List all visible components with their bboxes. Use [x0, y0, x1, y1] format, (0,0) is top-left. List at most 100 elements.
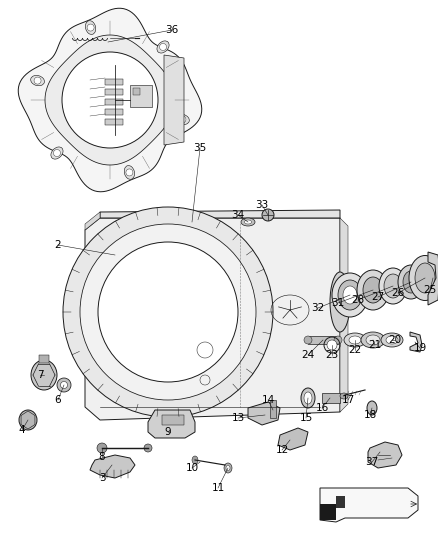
Ellipse shape [31, 76, 44, 86]
Text: 10: 10 [185, 463, 198, 473]
Text: 22: 22 [348, 345, 362, 355]
Bar [322, 393, 340, 403]
Bar [105, 99, 123, 105]
Polygon shape [45, 35, 175, 165]
Polygon shape [320, 504, 336, 520]
Ellipse shape [57, 378, 71, 392]
Polygon shape [320, 488, 418, 522]
Bar [105, 119, 123, 125]
Text: 24: 24 [301, 350, 314, 360]
Bar [308, 336, 338, 344]
Ellipse shape [343, 286, 357, 304]
Bar [162, 415, 184, 425]
Text: 26: 26 [392, 288, 405, 298]
Ellipse shape [124, 166, 134, 179]
Text: 33: 33 [255, 200, 268, 210]
Bar [130, 85, 152, 107]
Bar [105, 109, 123, 115]
Text: 12: 12 [276, 445, 289, 455]
Text: 34: 34 [231, 210, 245, 220]
Ellipse shape [176, 114, 189, 125]
Bar [105, 89, 123, 95]
Ellipse shape [361, 332, 385, 348]
Polygon shape [100, 210, 340, 218]
Ellipse shape [19, 410, 37, 430]
Text: 28: 28 [351, 295, 364, 305]
Ellipse shape [398, 265, 424, 299]
Ellipse shape [415, 263, 435, 293]
Text: 15: 15 [300, 413, 313, 423]
Ellipse shape [334, 336, 342, 344]
Bar [105, 79, 123, 85]
Polygon shape [148, 410, 195, 438]
Polygon shape [428, 252, 438, 305]
Ellipse shape [330, 272, 350, 332]
Text: 25: 25 [424, 285, 437, 295]
Ellipse shape [192, 456, 198, 464]
Text: 27: 27 [371, 292, 385, 302]
Ellipse shape [226, 465, 230, 471]
Ellipse shape [363, 277, 383, 303]
Ellipse shape [304, 392, 312, 404]
Text: 18: 18 [364, 410, 377, 420]
Ellipse shape [60, 382, 67, 389]
Polygon shape [340, 218, 348, 412]
Text: 20: 20 [389, 335, 402, 345]
Ellipse shape [85, 21, 96, 35]
Text: 37: 37 [365, 457, 378, 467]
Polygon shape [164, 55, 184, 145]
Ellipse shape [80, 224, 256, 400]
Text: 8: 8 [99, 452, 105, 462]
Text: 9: 9 [165, 427, 171, 437]
Circle shape [62, 52, 158, 148]
Ellipse shape [304, 336, 312, 344]
Polygon shape [410, 332, 422, 352]
Ellipse shape [262, 209, 274, 221]
Text: 32: 32 [311, 303, 325, 313]
Text: 16: 16 [315, 403, 328, 413]
Ellipse shape [332, 273, 368, 317]
Text: 17: 17 [341, 395, 355, 405]
Circle shape [179, 116, 186, 123]
Text: 36: 36 [166, 25, 179, 35]
Text: 19: 19 [413, 343, 427, 353]
Ellipse shape [340, 393, 348, 399]
Text: 11: 11 [212, 483, 225, 493]
Ellipse shape [349, 336, 361, 344]
Text: 6: 6 [55, 395, 61, 405]
Ellipse shape [63, 207, 273, 417]
Ellipse shape [98, 242, 238, 382]
Polygon shape [336, 496, 345, 508]
Ellipse shape [379, 268, 407, 304]
Text: 4: 4 [19, 425, 25, 435]
Ellipse shape [403, 271, 419, 293]
Bar [39, 355, 49, 363]
Ellipse shape [31, 360, 57, 390]
Ellipse shape [338, 280, 362, 310]
Text: 7: 7 [37, 370, 43, 380]
Polygon shape [278, 428, 308, 450]
Text: 23: 23 [325, 350, 339, 360]
Ellipse shape [409, 255, 438, 301]
Ellipse shape [241, 218, 255, 226]
Circle shape [97, 443, 107, 453]
Ellipse shape [357, 270, 389, 310]
Ellipse shape [384, 274, 402, 298]
Text: 3: 3 [99, 473, 105, 483]
Polygon shape [368, 442, 402, 468]
Circle shape [126, 169, 133, 176]
Circle shape [34, 77, 41, 84]
Polygon shape [85, 212, 100, 230]
Ellipse shape [51, 147, 63, 159]
Bar [270, 400, 276, 418]
Ellipse shape [366, 335, 380, 345]
Circle shape [53, 150, 60, 157]
Text: 35: 35 [193, 143, 207, 153]
Bar [133, 88, 140, 95]
Ellipse shape [301, 388, 315, 408]
Text: 13: 13 [231, 413, 245, 423]
Ellipse shape [386, 336, 398, 344]
Ellipse shape [244, 220, 251, 224]
Polygon shape [248, 402, 280, 425]
Ellipse shape [224, 463, 232, 473]
